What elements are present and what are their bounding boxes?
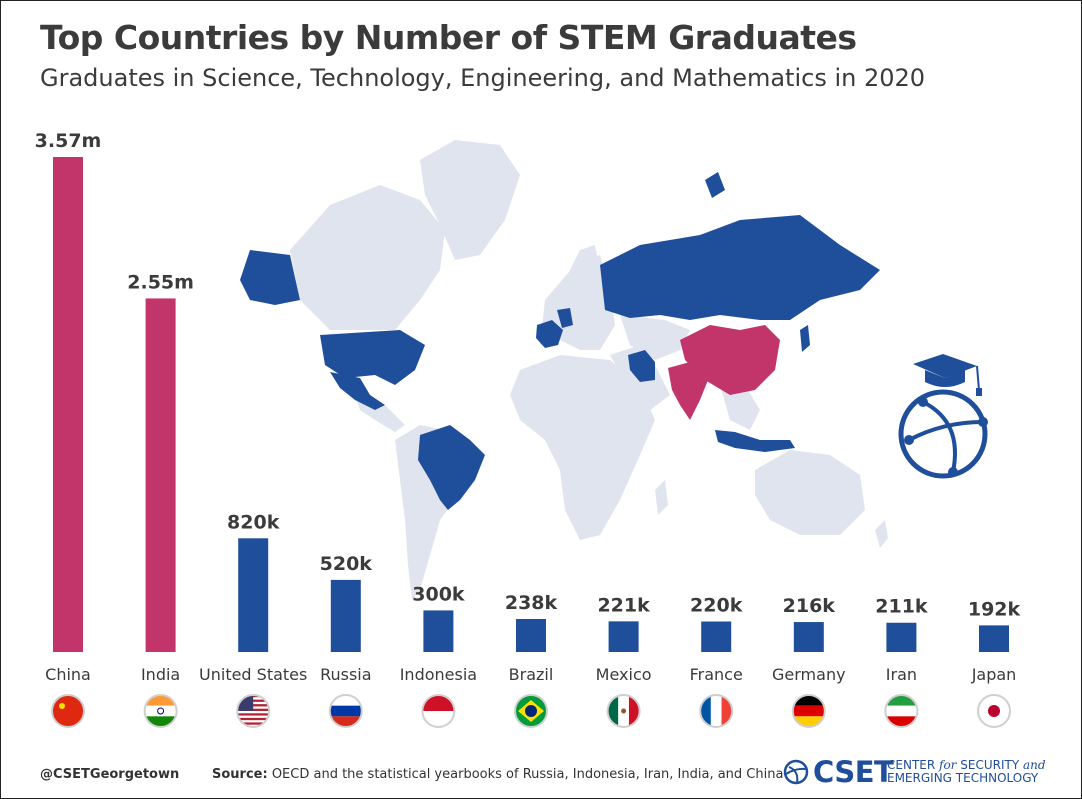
map-alaska (240, 250, 300, 305)
bar-india (145, 298, 176, 652)
map-madagascar (655, 480, 668, 515)
map-brazil (418, 425, 485, 510)
map-russia-islands (705, 172, 725, 198)
bar-indonesia (423, 610, 454, 652)
data-label-iran: 211k (875, 596, 928, 618)
logo-line2: EMERGING TECHNOLOGY (887, 771, 1039, 785)
data-label-brazil: 238k (505, 592, 558, 614)
bar-brazil (516, 619, 546, 652)
logo-line1: CENTER (887, 758, 936, 772)
data-label-united-states: 820k (227, 511, 280, 533)
category-label-india: India (141, 665, 180, 684)
mexico-flag-icon (606, 694, 641, 728)
germany-flag-icon (791, 694, 826, 728)
china-flag-icon (51, 694, 85, 728)
map-greenland (420, 140, 520, 260)
bar-russia (330, 579, 361, 652)
chart-subtitle: Graduates in Science, Technology, Engine… (40, 64, 926, 92)
bar-france (701, 621, 732, 652)
category-label-japan: Japan (971, 665, 1017, 684)
map-new-zealand (875, 520, 888, 548)
graduation-cap-globe-icon (898, 354, 988, 479)
category-label-iran: Iran (886, 665, 917, 684)
france-flag-icon (699, 694, 734, 728)
source-label: Source: (212, 767, 268, 782)
data-label-russia: 520k (320, 553, 373, 575)
logo-subtitle: CENTER for SECURITY and EMERGING TECHNOL… (887, 759, 1046, 785)
map-indonesia (715, 430, 795, 452)
map-canada (290, 185, 445, 330)
category-label-china: China (45, 665, 91, 684)
map-united-states (320, 330, 425, 385)
cset-logo-icon (783, 759, 809, 785)
indonesia-flag-icon (421, 694, 456, 728)
category-label-russia: Russia (320, 665, 371, 684)
brazil-flag-icon (514, 694, 548, 728)
map-iran (628, 350, 655, 382)
logo-line1-italic: for (939, 758, 957, 772)
category-label-mexico: Mexico (596, 665, 652, 684)
category-label-france: France (690, 665, 743, 684)
map-india (668, 362, 708, 420)
footer-source: Source: OECD and the statistical yearboo… (212, 767, 783, 782)
bar-germany (793, 622, 824, 652)
category-label-brazil: Brazil (509, 665, 554, 684)
logo-text: CSET (813, 755, 894, 789)
map-se-asia (720, 385, 760, 430)
united-states-flag-icon (236, 694, 271, 728)
japan-flag-icon (977, 694, 1011, 728)
data-label-japan: 192k (968, 598, 1021, 620)
bar-iran (886, 622, 917, 652)
map-africa (510, 355, 655, 540)
cset-logo[interactable]: CSET CENTER for SECURITY and EMERGING TE… (783, 755, 1046, 790)
source-text: OECD and the statistical yearbooks of Ru… (271, 767, 784, 782)
data-label-indonesia: 300k (412, 583, 465, 605)
logo-line1-end: SECURITY (960, 758, 1020, 772)
iran-flag-icon (884, 694, 919, 728)
data-label-germany: 216k (783, 595, 836, 617)
map-russia (600, 215, 880, 320)
category-label-germany: Germany (772, 665, 846, 684)
bar-united-states (238, 538, 269, 652)
category-label-indonesia: Indonesia (400, 665, 477, 684)
map-australia (755, 450, 865, 535)
map-mexico (330, 372, 385, 410)
category-label-united-states: United States (199, 665, 307, 684)
footer-handle[interactable]: @CSETGeorgetown (40, 767, 180, 782)
data-label-mexico: 221k (597, 594, 650, 616)
india-flag-icon (143, 694, 178, 728)
map-scandinavia (565, 245, 600, 300)
bar-mexico (608, 621, 639, 652)
map-central-asia (620, 315, 690, 360)
map-france (536, 320, 563, 348)
logo-line1-italic2: and (1022, 758, 1046, 772)
map-japan (800, 325, 810, 352)
map-germany (557, 308, 573, 328)
chart-title: Top Countries by Number of STEM Graduate… (40, 18, 857, 57)
russia-flag-icon (328, 694, 363, 728)
bar-japan (979, 625, 1009, 652)
data-label-china: 3.57m (35, 130, 102, 152)
bar-china (53, 157, 83, 652)
data-label-france: 220k (690, 594, 743, 616)
data-label-india: 2.55m (127, 271, 194, 293)
